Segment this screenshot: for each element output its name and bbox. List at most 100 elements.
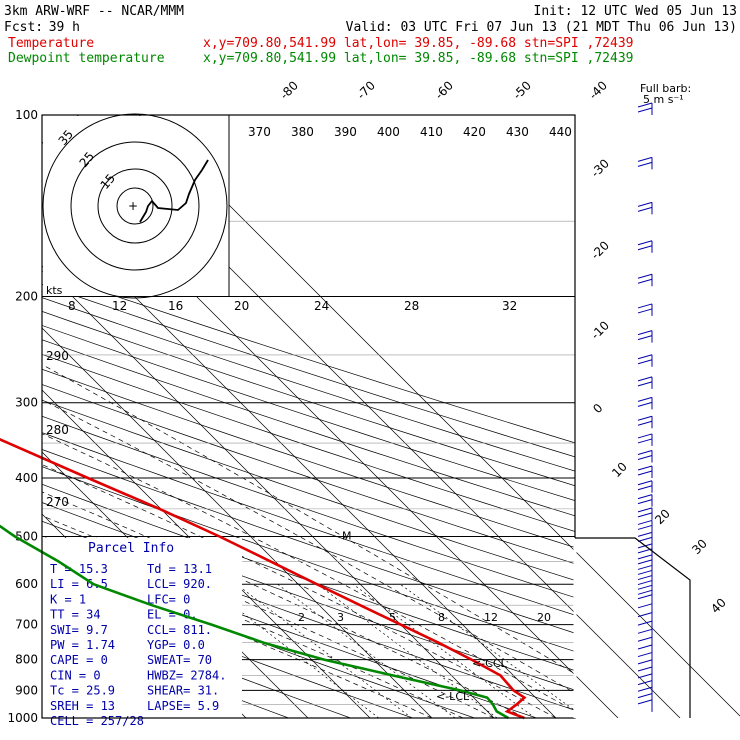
hodograph-bg	[43, 116, 229, 296]
theta-label-420: 420	[463, 125, 486, 139]
wind-barb-feather-16-0	[637, 507, 653, 513]
fcst-value: 39 h	[49, 20, 80, 35]
wind-barb-feather-15-1	[637, 499, 653, 505]
parcel-row-6-right: SWEAT= 70	[147, 653, 212, 667]
wind-barb-feather-5-0	[637, 303, 653, 309]
isotherm-label--40: -40	[586, 78, 610, 102]
parcel-row-10-left: CELL = 257/28	[50, 714, 144, 728]
theta-side-label-290: 290	[46, 349, 69, 363]
mixing-label-2: 2	[298, 611, 305, 624]
pressure-label-200: 200	[15, 290, 38, 304]
wind-barb-feather-36-0	[637, 686, 653, 692]
mixing-label-5: 5	[389, 611, 396, 624]
wind-barb-feather-1-1	[637, 161, 653, 167]
parcel-row-9-right: LAPSE= 5.9	[147, 699, 219, 713]
hodograph-axis-label-16: 16	[168, 299, 183, 313]
wind-barb-feather-10-1	[637, 420, 653, 426]
valid-time: Valid: 03 UTC Fri 07 Jun 13 (21 MDT Thu …	[346, 20, 737, 35]
isotherm-label--80: -80	[277, 78, 301, 102]
parcel-row-1-left: LI = 6.5	[50, 577, 108, 591]
wind-barb-feather-10-0	[637, 415, 653, 421]
isotherm-label--70: -70	[354, 78, 378, 102]
isotherm-label--30: -30	[588, 156, 612, 180]
wind-barb-feather-35-0	[637, 680, 653, 686]
wind-barb-feather-26-0	[637, 612, 653, 618]
wind-barb-feather-17-1	[637, 524, 653, 530]
mixing-line-8	[317, 583, 498, 718]
hodograph-axis-label-32: 32	[502, 299, 517, 313]
moist-adiabat-25	[42, 433, 575, 712]
wind-barb-feather-2-0	[637, 201, 653, 207]
wind-barb-feather-31-0	[637, 652, 653, 658]
parcel-row-4-right: CCL= 811.	[147, 623, 212, 637]
wind-barb-feather-6-0	[637, 330, 653, 336]
wind-barb-feather-20-1	[637, 559, 653, 565]
wind-barb-feather-32-0	[637, 659, 653, 665]
hodograph-axis-label-28: 28	[404, 299, 419, 313]
wind-barb-feather-24-0	[637, 594, 653, 600]
wind-barb-feather-7-0	[637, 354, 653, 360]
temperature-legend: Temperature	[8, 36, 94, 51]
theta-label-400: 400	[377, 125, 400, 139]
mixing-label-8: 8	[438, 611, 445, 624]
hodograph-trace	[139, 159, 209, 223]
isotherm-0	[42, 327, 433, 718]
hodograph-units: kts	[46, 284, 63, 297]
wind-barb-feather-14-0	[637, 480, 653, 486]
parcel-row-7-right: HWBZ= 2784.	[147, 668, 226, 682]
wind-barb-feather-3-1	[637, 245, 653, 251]
temperature-location: x,y=709.80,541.99 lat,lon= 39.85, -89.68…	[203, 36, 633, 51]
pressure-label-800: 800	[15, 653, 38, 667]
wind-barb-feather-21-0	[637, 564, 653, 570]
parcel-row-6-left: CAPE = 0	[50, 653, 108, 667]
theta-label-380: 380	[291, 125, 314, 139]
wind-barb-feather-3-0	[637, 240, 653, 246]
theta-label-440: 440	[549, 125, 572, 139]
wind-barb-feather-12-0	[637, 449, 653, 455]
theta-label-390: 390	[334, 125, 357, 139]
mixing-label-20: 20	[537, 611, 551, 624]
hodograph-center-mark: +	[128, 199, 138, 213]
wind-barb-feather-22-0	[637, 575, 653, 581]
plot-frame	[41, 114, 576, 719]
parcel-row-0-right: Td = 13.1	[147, 562, 212, 576]
isotherm-label-0: 0	[590, 401, 605, 416]
mixing-line-5	[277, 583, 456, 718]
mean-wind-marker: M	[342, 529, 352, 542]
pressure-label-100: 100	[15, 108, 38, 122]
theta-side-label-280: 280	[46, 423, 69, 437]
wind-barb-feather-7-1	[637, 359, 653, 365]
wind-barb-feather-2-1	[637, 206, 653, 212]
wind-barb-feather-17-0	[637, 519, 653, 525]
isotherm-label--10: -10	[588, 318, 612, 342]
pressure-label-1000: 1000	[7, 711, 38, 725]
parcel-row-3-right: EL = 0.	[147, 608, 198, 622]
hodograph-ring-1	[70, 141, 200, 271]
wind-barb-feather-29-0	[637, 636, 653, 642]
fcst-label: Fcst:	[4, 20, 43, 35]
hodograph-ring-0	[42, 113, 228, 299]
parcel-row-2-left: K = 1	[50, 592, 86, 606]
mixing-line-2	[205, 583, 380, 718]
moist-adiabat-10	[42, 515, 495, 718]
parcel-row-1-right: LCL= 920.	[147, 577, 212, 591]
series-line-temperature	[0, 438, 527, 720]
moist-adiabat-30	[42, 399, 575, 694]
wind-barb-feather-4-0	[637, 273, 653, 279]
wind-barb-feather-21-1	[637, 569, 653, 575]
wind-barb-feather-18-0	[637, 531, 653, 537]
wind-barb-feather-11-0	[637, 433, 653, 439]
wind-barb-feather-5-1	[637, 308, 653, 314]
wind-barb-feather-33-0	[637, 666, 653, 672]
pressure-label-700: 700	[15, 618, 38, 632]
wind-barb-feather-37-0	[637, 693, 653, 699]
parcel-row-5-left: PW = 1.74	[50, 638, 115, 652]
wind-barb-feather-25-0	[637, 603, 653, 609]
dewpoint-legend: Dewpoint temperature	[8, 51, 165, 66]
barb-key-line1: Full barb:	[640, 82, 691, 95]
wind-barb-feather-18-1	[637, 536, 653, 542]
wind-barb-feather-38-0	[637, 699, 653, 705]
parcel-row-8-right: SHEAR= 31.	[147, 684, 219, 698]
hodograph-axis-label-24: 24	[314, 299, 329, 313]
